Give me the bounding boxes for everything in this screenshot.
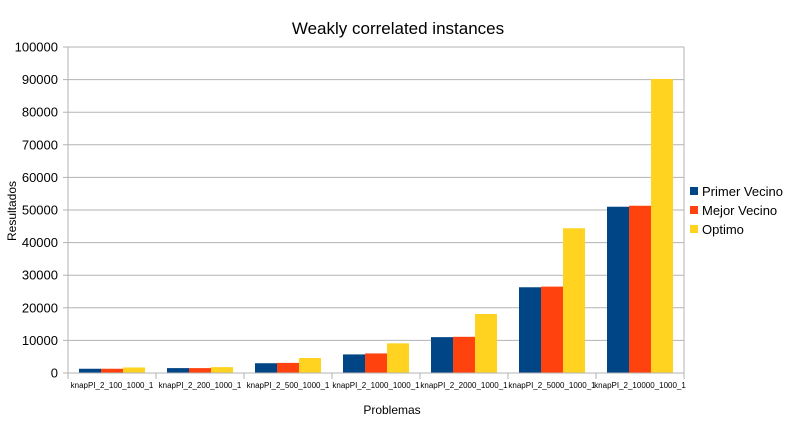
bar — [519, 287, 541, 373]
y-tick-label: 100000 — [15, 40, 58, 55]
legend-swatch — [690, 225, 698, 233]
y-tick-label: 40000 — [22, 235, 58, 250]
bar — [101, 368, 123, 373]
bar — [563, 228, 585, 373]
bar — [277, 362, 299, 373]
bar — [343, 354, 365, 373]
bar — [211, 367, 233, 373]
legend-label: Primer Vecino — [702, 184, 783, 199]
bar — [255, 363, 277, 373]
y-tick-label: 20000 — [22, 300, 58, 315]
x-tick-label: knapPI_2_10000_1000_1 — [594, 381, 686, 390]
y-axis-title: Resultados — [5, 181, 19, 241]
legend-label: Optimo — [702, 222, 744, 237]
axes — [67, 47, 685, 379]
x-tick-label: knapPI_2_1000_1000_1 — [332, 381, 420, 390]
x-tick-labels: knapPI_2_100_1000_1 knapPI_2_200_1000_1 kn… — [71, 381, 687, 390]
x-tick-label: knapPI_2_100_1000_1 — [71, 381, 154, 390]
bar — [541, 286, 563, 373]
y-tick-label: 10000 — [22, 333, 58, 348]
bar — [475, 313, 497, 373]
y-tick-label: 90000 — [22, 72, 58, 87]
legend-swatch — [690, 206, 698, 214]
chart-title: Weakly correlated instances — [292, 19, 504, 38]
bar — [387, 343, 409, 373]
y-tick-label: 70000 — [22, 137, 58, 152]
x-tick-label: knapPI_2_5000_1000_1 — [508, 381, 596, 390]
y-tick-label: 50000 — [22, 203, 58, 218]
bar — [189, 368, 211, 373]
bar — [607, 206, 629, 373]
bar — [431, 337, 453, 373]
bar — [299, 358, 321, 373]
legend: Primer Vecino Mejor Vecino Optimo — [690, 184, 783, 237]
y-tick-labels: 0 10000 20000 30000 40000 50000 60000 70000 8000… — [15, 40, 58, 381]
y-tick-label: 80000 — [22, 105, 58, 120]
x-axis-title: Problemas — [363, 403, 420, 417]
y-tick-label: 60000 — [22, 170, 58, 185]
bar — [79, 368, 101, 373]
bar — [167, 368, 189, 373]
bar — [453, 336, 475, 373]
legend-label: Mejor Vecino — [702, 203, 777, 218]
gridlines — [63, 46, 684, 374]
bar — [651, 78, 673, 373]
y-tick-label: 0 — [51, 366, 58, 381]
x-tick-label: knapPI_2_200_1000_1 — [159, 381, 242, 390]
bars — [79, 78, 673, 373]
bar — [123, 367, 145, 373]
x-tick-label: knapPI_2_2000_1000_1 — [420, 381, 508, 390]
legend-swatch — [690, 187, 698, 195]
bar — [629, 205, 651, 373]
bar — [365, 353, 387, 373]
x-tick-label: knapPI_2_500_1000_1 — [247, 381, 330, 390]
y-tick-label: 30000 — [22, 268, 58, 283]
